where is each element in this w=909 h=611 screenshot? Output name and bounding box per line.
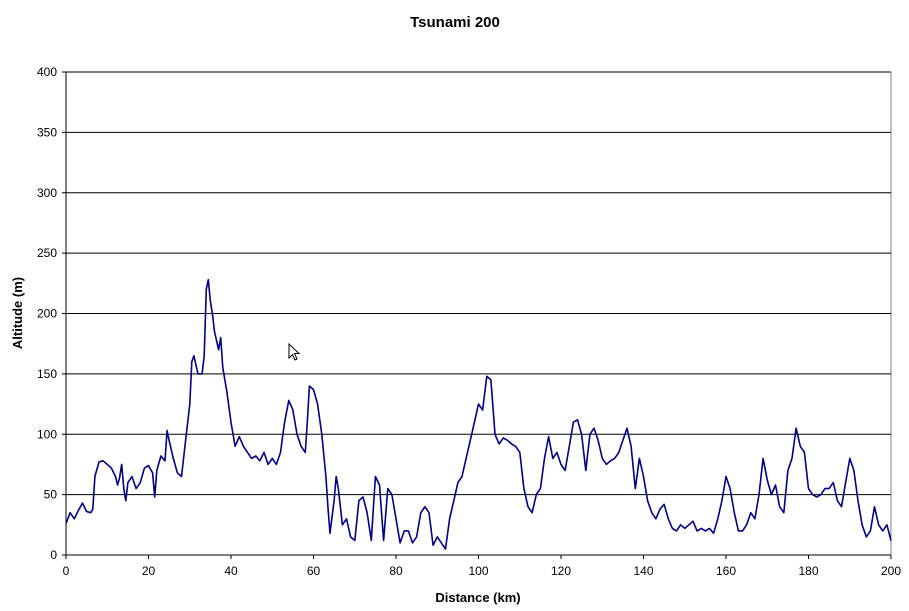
series-group (65, 278, 892, 550)
x-tick-label: 60 (307, 564, 321, 578)
x-tick-label: 140 (633, 564, 653, 578)
y-tick-label: 350 (37, 125, 57, 139)
y-tick-label: 400 (37, 65, 57, 79)
chart-title: Tsunami 200 (410, 14, 500, 31)
x-tick-label: 160 (716, 564, 736, 578)
x-tick-label: 0 (63, 564, 70, 578)
tick-labels: 0 50 100 150 200 250 300 350 400 0 20 40 60 80 100 120 1… (37, 65, 901, 578)
y-tick-label: 200 (37, 307, 57, 321)
altitude-profile-line (65, 278, 892, 550)
x-tick-label: 200 (881, 564, 901, 578)
x-axis-title: Distance (km) (435, 590, 520, 605)
y-tick-label: 250 (37, 246, 57, 260)
x-tick-label: 20 (142, 564, 156, 578)
x-tick-label: 120 (551, 564, 571, 578)
y-tick-label: 50 (44, 488, 58, 502)
y-tick-label: 100 (37, 427, 57, 441)
gridlines (66, 71, 891, 496)
x-tick-label: 80 (389, 564, 403, 578)
y-tick-label: 300 (37, 186, 57, 200)
mouse-cursor-icon (288, 342, 301, 361)
y-tick-label: 150 (37, 367, 57, 381)
y-tick-label: 0 (50, 548, 57, 562)
x-tick-label: 100 (468, 564, 488, 578)
x-tick-label: 180 (798, 564, 818, 578)
y-axis-title: Altitude (m) (10, 277, 25, 349)
x-tick-label: 40 (224, 564, 238, 578)
